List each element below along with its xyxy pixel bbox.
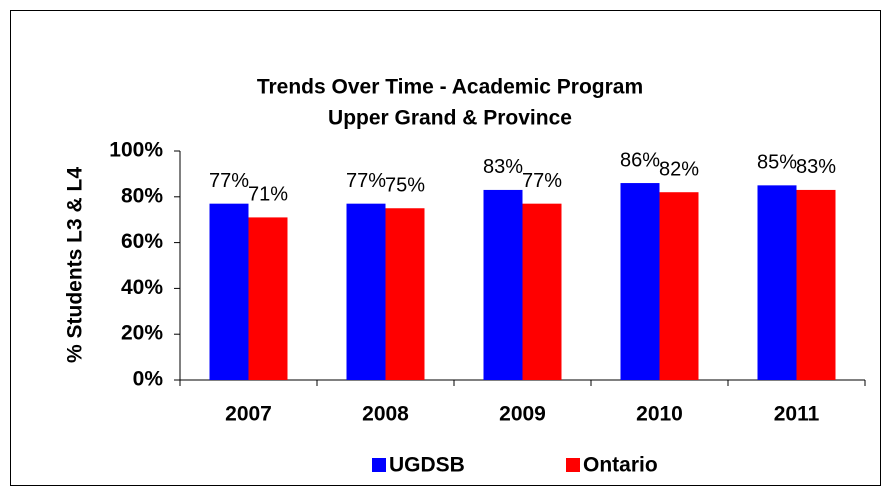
data-label: 83% — [796, 156, 836, 178]
data-label: 77% — [346, 170, 386, 192]
y-tick-label: 0% — [133, 368, 164, 391]
y-tick-label: 80% — [121, 184, 163, 207]
chart-title: Upper Grand & Province — [328, 107, 572, 130]
y-tick-label: 60% — [121, 230, 163, 253]
y-tick-label: 20% — [121, 322, 163, 345]
chart-border — [10, 10, 881, 486]
legend-label: UGDSB — [389, 454, 465, 477]
data-label: 75% — [385, 175, 425, 197]
bar — [757, 185, 797, 380]
bar — [385, 208, 425, 380]
data-label: 77% — [209, 170, 249, 192]
x-tick-label: 2007 — [225, 403, 272, 426]
y-axis-label: % Students L3 & L4 — [64, 167, 87, 363]
data-label: 77% — [522, 170, 562, 192]
x-tick-label: 2008 — [362, 403, 409, 426]
data-label: 71% — [248, 184, 288, 206]
data-label: 82% — [659, 159, 699, 181]
y-tick-label: 100% — [109, 139, 163, 162]
data-label: 83% — [483, 156, 523, 178]
legend-swatch — [566, 458, 580, 472]
bar — [483, 189, 523, 380]
bar — [248, 217, 288, 380]
legend-label: Ontario — [583, 454, 658, 477]
bar — [209, 203, 249, 380]
bar — [346, 203, 386, 380]
data-label: 85% — [757, 152, 797, 174]
data-label: 86% — [620, 149, 660, 171]
chart-title: Trends Over Time - Academic Program — [257, 76, 643, 99]
bar — [620, 183, 660, 380]
x-tick-label: 2011 — [774, 403, 820, 426]
legend-swatch — [372, 458, 386, 472]
bar — [659, 192, 699, 380]
x-tick-label: 2009 — [499, 403, 546, 426]
bar — [796, 189, 836, 380]
x-tick-label: 2010 — [636, 403, 683, 426]
y-tick-label: 40% — [121, 276, 163, 299]
bar — [522, 203, 562, 380]
